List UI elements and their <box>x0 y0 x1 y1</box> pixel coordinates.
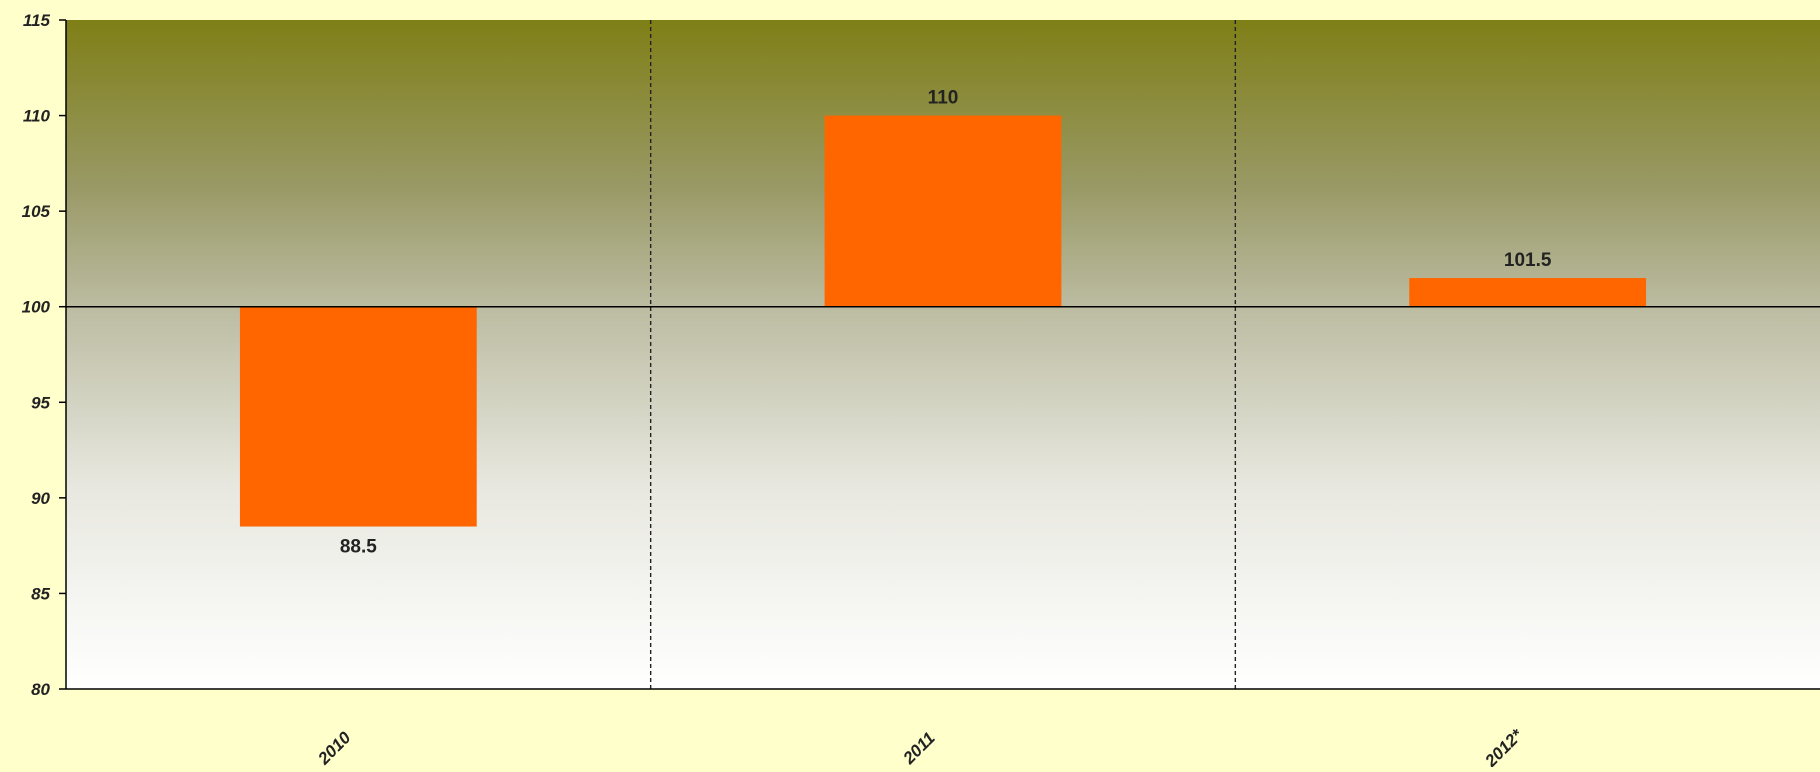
y-tick-label: 90 <box>31 489 50 508</box>
x-tick-label: 2012* <box>1481 725 1528 767</box>
data-label: 110 <box>928 88 959 109</box>
y-axis-ticks: 80 85 90 95 100 105 110 115 <box>22 11 66 699</box>
bar-2011 <box>824 115 1062 307</box>
data-labels: 88.5 110 101.5 <box>340 88 1552 558</box>
y-tick-label: 80 <box>31 680 50 699</box>
y-tick-label: 100 <box>22 298 51 317</box>
y-tick-label: 105 <box>22 202 51 221</box>
x-tick-label: 2011 <box>899 728 939 767</box>
data-label: 88.5 <box>340 537 377 558</box>
y-tick-label: 115 <box>23 11 51 30</box>
bars <box>239 115 1647 527</box>
data-label: 101.5 <box>1504 250 1552 271</box>
x-tick-label: 2010 <box>314 728 355 767</box>
bar-2010 <box>239 306 477 527</box>
y-tick-label: 85 <box>31 584 50 603</box>
x-axis-ticks: 2010 2011 2012* <box>314 725 1528 772</box>
y-tick-label: 110 <box>23 107 51 126</box>
y-tick-label: 95 <box>31 393 50 412</box>
bar-2012 <box>1409 278 1647 307</box>
